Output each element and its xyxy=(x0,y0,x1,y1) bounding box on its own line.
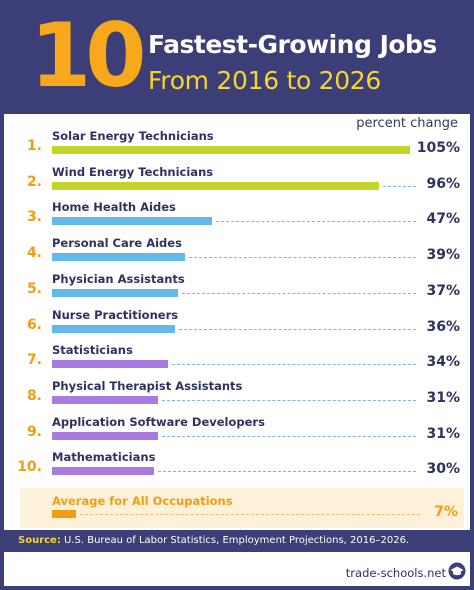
bar xyxy=(52,431,158,440)
rank-label: 7. xyxy=(26,352,42,369)
category-label: Solar Energy Technicians xyxy=(52,129,214,143)
bar-dash-line xyxy=(216,221,416,223)
bar-dash-line xyxy=(182,292,416,294)
value-label: 39% xyxy=(426,247,460,264)
value-label: 37% xyxy=(426,282,460,299)
bar xyxy=(52,146,410,154)
bar-dash-line xyxy=(383,185,416,187)
bar-dash-line xyxy=(161,435,416,437)
category-label: Nurse Practitioners xyxy=(52,307,179,322)
bar-dash-line xyxy=(161,399,416,401)
category-label: Application Software Developers xyxy=(52,414,265,429)
bar-row: 9. Application Software Developers 31% xyxy=(0,414,474,451)
source-note: Source: U.S. Bureau of Labor Statistics,… xyxy=(0,530,474,552)
rank-label: 3. xyxy=(26,209,42,226)
bar-row: 8. Physical Therapist Assistants 31% xyxy=(0,378,474,415)
bar xyxy=(52,288,179,297)
source-prefix: Source: xyxy=(18,535,61,546)
rank-label: 4. xyxy=(26,245,42,262)
unit-label: percent change xyxy=(356,116,458,131)
bar-row: 6. Nurse Practitioners 36% xyxy=(0,307,474,344)
bar xyxy=(52,467,155,476)
bar-row: 1. Solar Energy Technicians 105% xyxy=(0,129,474,165)
rank-label: 8. xyxy=(26,387,42,404)
bar xyxy=(52,253,185,262)
bar xyxy=(52,395,158,404)
category-label: Mathematicians xyxy=(52,450,156,465)
value-label: 105% xyxy=(416,140,460,156)
bar xyxy=(52,324,175,333)
bar-row: 3. Home Health Aides 47% xyxy=(0,200,474,236)
average-label: Average for All Occupations xyxy=(52,494,233,508)
category-label: Wind Energy Technicians xyxy=(52,164,214,179)
average-bar xyxy=(52,510,76,518)
rank-label: 1. xyxy=(26,138,42,154)
big-number: 10 xyxy=(30,4,146,107)
category-label: Physician Assistants xyxy=(52,271,185,286)
bar-row: 5. Physician Assistants 37% xyxy=(0,271,474,308)
rank-label: 9. xyxy=(26,423,42,440)
average-row: Average for All Occupations 7% xyxy=(20,488,464,528)
bar-row: 7. Statisticians 34% xyxy=(0,343,474,379)
brand-name: trade-schools.net xyxy=(345,566,446,580)
category-label: Statisticians xyxy=(52,343,133,358)
bar xyxy=(52,181,380,190)
bar-row: 10. Mathematicians 30% xyxy=(0,450,474,486)
category-label: Home Health Aides xyxy=(52,200,176,215)
header-banner: 10 Fastest-Growing Jobs From 2016 to 202… xyxy=(0,0,474,114)
bar xyxy=(52,217,213,226)
value-label: 34% xyxy=(426,354,460,371)
rank-label: 10. xyxy=(17,459,42,476)
bar xyxy=(52,360,168,369)
value-label: 96% xyxy=(426,175,460,192)
page-title: Fastest-Growing Jobs xyxy=(148,30,437,59)
bar-dash-line xyxy=(188,257,416,259)
value-label: 31% xyxy=(426,425,460,442)
category-label: Personal Care Aides xyxy=(52,236,182,251)
value-label: 47% xyxy=(426,211,460,228)
bar-dash-line xyxy=(178,328,416,330)
bar-dash-line xyxy=(158,471,416,473)
rank-label: 6. xyxy=(26,316,42,333)
value-label: 30% xyxy=(426,461,460,478)
bar-dash-line xyxy=(171,364,416,366)
average-value-label: 7% xyxy=(434,504,458,520)
rank-label: 2. xyxy=(26,173,42,190)
bar-row: 4. Personal Care Aides 39% xyxy=(0,236,474,272)
bar-row: 2. Wind Energy Technicians 96% xyxy=(0,164,474,201)
value-label: 31% xyxy=(426,389,460,406)
source-text: U.S. Bureau of Labor Statistics, Employm… xyxy=(64,535,410,546)
category-label: Physical Therapist Assistants xyxy=(52,378,243,393)
average-dash-line xyxy=(79,514,420,515)
value-label: 36% xyxy=(426,318,460,335)
graduation-cap-icon xyxy=(448,562,466,580)
rank-label: 5. xyxy=(26,280,42,297)
page-subtitle: From 2016 to 2026 xyxy=(148,66,382,95)
